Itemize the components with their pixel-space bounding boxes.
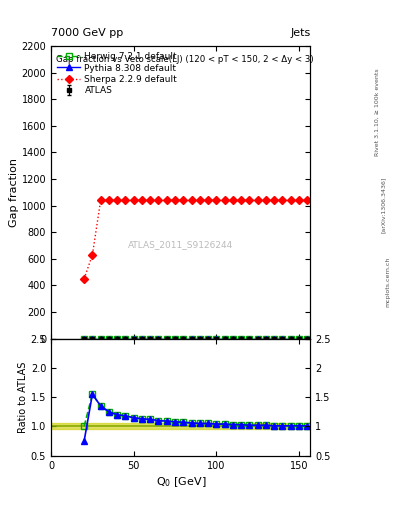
Herwig 7.2.1 default [90, 335, 95, 342]
Herwig 7.2.1 default [214, 335, 219, 342]
Herwig 7.2.1 default [222, 335, 227, 342]
Sherpa 2.2.9 default [247, 197, 252, 203]
Pythia 8.308 default [288, 335, 293, 342]
Pythia 8.308 default [90, 335, 95, 342]
Pythia 8.308 default [173, 335, 177, 342]
Pythia 8.308 default [222, 335, 227, 342]
Herwig 7.2.1 default [173, 335, 177, 342]
Sherpa 2.2.9 default [288, 197, 293, 203]
Text: 7000 GeV pp: 7000 GeV pp [51, 28, 123, 38]
Sherpa 2.2.9 default [164, 197, 169, 203]
Herwig 7.2.1 default [115, 335, 119, 342]
Sherpa 2.2.9 default [239, 197, 243, 203]
Herwig 7.2.1 default [164, 335, 169, 342]
Pythia 8.308 default [280, 335, 285, 342]
Pythia 8.308 default [272, 335, 277, 342]
Text: Gap fraction vs Veto scale(LJ) (120 < pT < 150, 2 < Δy < 3): Gap fraction vs Veto scale(LJ) (120 < pT… [56, 55, 314, 64]
Herwig 7.2.1 default [140, 335, 144, 342]
Pythia 8.308 default [247, 335, 252, 342]
Sherpa 2.2.9 default [297, 197, 301, 203]
Pythia 8.308 default [197, 335, 202, 342]
Herwig 7.2.1 default [189, 335, 194, 342]
Pythia 8.308 default [214, 335, 219, 342]
Pythia 8.308 default [156, 335, 161, 342]
Herwig 7.2.1 default [305, 335, 310, 342]
Sherpa 2.2.9 default [255, 197, 260, 203]
Sherpa 2.2.9 default [222, 197, 227, 203]
Pythia 8.308 default [131, 335, 136, 342]
Sherpa 2.2.9 default [98, 197, 103, 203]
Pythia 8.308 default [297, 335, 301, 342]
Sherpa 2.2.9 default [140, 197, 144, 203]
Herwig 7.2.1 default [239, 335, 243, 342]
Herwig 7.2.1 default [98, 335, 103, 342]
Line: Herwig 7.2.1 default: Herwig 7.2.1 default [81, 336, 310, 342]
Pythia 8.308 default [181, 335, 185, 342]
Text: mcplots.cern.ch: mcplots.cern.ch [386, 257, 391, 307]
Herwig 7.2.1 default [255, 335, 260, 342]
Sherpa 2.2.9 default [206, 197, 210, 203]
X-axis label: Q$_0$ [GeV]: Q$_0$ [GeV] [156, 475, 206, 488]
Herwig 7.2.1 default [263, 335, 268, 342]
Sherpa 2.2.9 default [107, 197, 111, 203]
Sherpa 2.2.9 default [181, 197, 185, 203]
Y-axis label: Gap fraction: Gap fraction [9, 158, 19, 227]
Text: Jets: Jets [290, 28, 310, 38]
Y-axis label: Ratio to ATLAS: Ratio to ATLAS [18, 361, 28, 433]
Sherpa 2.2.9 default [189, 197, 194, 203]
Sherpa 2.2.9 default [230, 197, 235, 203]
Pythia 8.308 default [115, 335, 119, 342]
Text: [arXiv:1306.3436]: [arXiv:1306.3436] [381, 177, 386, 233]
Herwig 7.2.1 default [206, 335, 210, 342]
Pythia 8.308 default [239, 335, 243, 342]
Sherpa 2.2.9 default [272, 197, 277, 203]
Pythia 8.308 default [263, 335, 268, 342]
Pythia 8.308 default [140, 335, 144, 342]
Sherpa 2.2.9 default [156, 197, 161, 203]
Sherpa 2.2.9 default [214, 197, 219, 203]
Herwig 7.2.1 default [280, 335, 285, 342]
Herwig 7.2.1 default [82, 335, 86, 342]
Herwig 7.2.1 default [181, 335, 185, 342]
Herwig 7.2.1 default [247, 335, 252, 342]
Line: Pythia 8.308 default: Pythia 8.308 default [81, 336, 310, 342]
Pythia 8.308 default [164, 335, 169, 342]
Pythia 8.308 default [206, 335, 210, 342]
Line: Sherpa 2.2.9 default: Sherpa 2.2.9 default [81, 198, 310, 282]
Sherpa 2.2.9 default [263, 197, 268, 203]
Pythia 8.308 default [107, 335, 111, 342]
Sherpa 2.2.9 default [115, 197, 119, 203]
Herwig 7.2.1 default [107, 335, 111, 342]
Sherpa 2.2.9 default [82, 276, 86, 282]
Sherpa 2.2.9 default [280, 197, 285, 203]
Pythia 8.308 default [255, 335, 260, 342]
Sherpa 2.2.9 default [305, 197, 310, 203]
Herwig 7.2.1 default [156, 335, 161, 342]
Herwig 7.2.1 default [148, 335, 152, 342]
Herwig 7.2.1 default [288, 335, 293, 342]
Legend: Herwig 7.2.1 default, Pythia 8.308 default, Sherpa 2.2.9 default, ATLAS: Herwig 7.2.1 default, Pythia 8.308 defau… [55, 51, 179, 97]
Herwig 7.2.1 default [230, 335, 235, 342]
Pythia 8.308 default [305, 335, 310, 342]
Bar [51, 423, 310, 430]
Herwig 7.2.1 default [123, 335, 128, 342]
Sherpa 2.2.9 default [197, 197, 202, 203]
Sherpa 2.2.9 default [148, 197, 152, 203]
Herwig 7.2.1 default [197, 335, 202, 342]
Sherpa 2.2.9 default [131, 197, 136, 203]
Pythia 8.308 default [82, 335, 86, 342]
Sherpa 2.2.9 default [123, 197, 128, 203]
Herwig 7.2.1 default [297, 335, 301, 342]
Sherpa 2.2.9 default [173, 197, 177, 203]
Sherpa 2.2.9 default [90, 252, 95, 258]
Text: Rivet 3.1.10, ≥ 100k events: Rivet 3.1.10, ≥ 100k events [375, 69, 380, 157]
Herwig 7.2.1 default [272, 335, 277, 342]
Pythia 8.308 default [148, 335, 152, 342]
Pythia 8.308 default [230, 335, 235, 342]
Herwig 7.2.1 default [131, 335, 136, 342]
Pythia 8.308 default [189, 335, 194, 342]
Pythia 8.308 default [98, 335, 103, 342]
Text: ATLAS_2011_S9126244: ATLAS_2011_S9126244 [128, 241, 233, 249]
Pythia 8.308 default [123, 335, 128, 342]
